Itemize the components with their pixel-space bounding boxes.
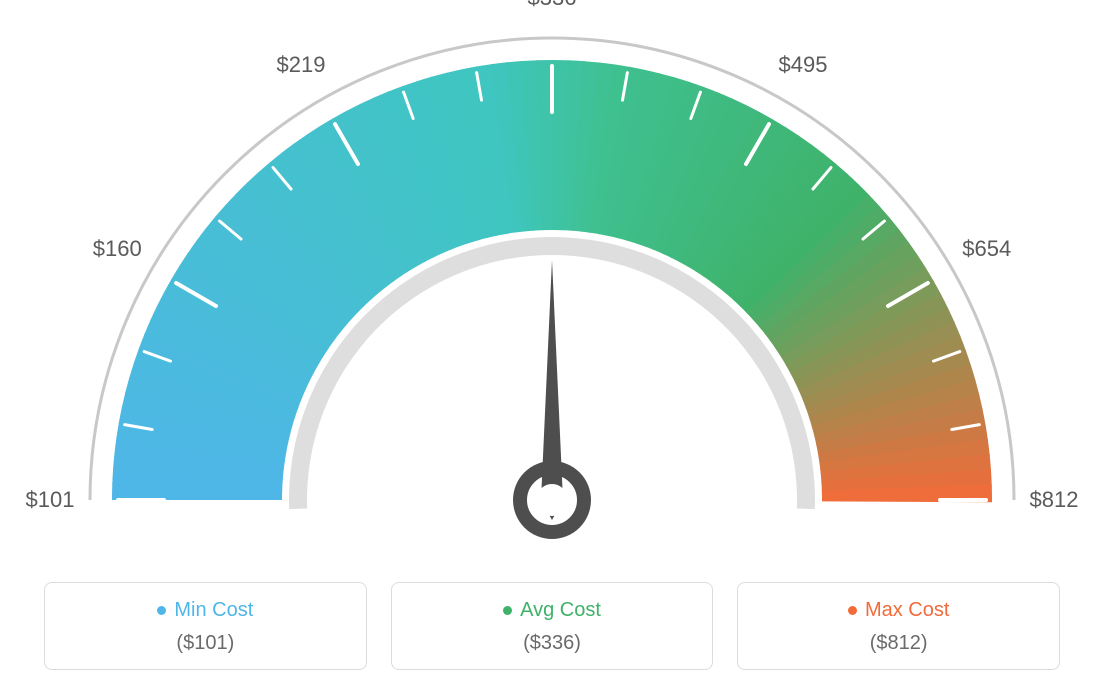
legend-dot-avg [503,606,512,615]
legend-value-avg: ($336) [392,632,713,655]
gauge-tick-label: $160 [93,236,142,262]
gauge-tick-label: $101 [26,487,75,513]
legend-title-min: Min Cost [157,599,253,622]
legend-dot-max [848,606,857,615]
gauge-tick-label: $495 [779,52,828,78]
legend-card-avg: Avg Cost ($336) [391,582,714,670]
legend-label-max: Max Cost [865,599,949,622]
legend-value-min: ($101) [45,632,366,655]
gauge-tick-label: $812 [1030,487,1079,513]
gauge-tick-label: $219 [277,52,326,78]
legend-title-max: Max Cost [848,599,949,622]
gauge-tick-label: $654 [962,236,1011,262]
legend-card-max: Max Cost ($812) [737,582,1060,670]
gauge-tick-label: $336 [528,0,577,11]
legend-dot-min [157,606,166,615]
legend-card-min: Min Cost ($101) [44,582,367,670]
gauge-svg [0,0,1104,560]
gauge-chart: $101 $160 $219 $336 $495 $654 $812 [0,0,1104,560]
legend-label-avg: Avg Cost [520,599,601,622]
legend-title-avg: Avg Cost [503,599,601,622]
legend-label-min: Min Cost [174,599,253,622]
legend-value-max: ($812) [738,632,1059,655]
legend-row: Min Cost ($101) Avg Cost ($336) Max Cost… [0,582,1104,670]
